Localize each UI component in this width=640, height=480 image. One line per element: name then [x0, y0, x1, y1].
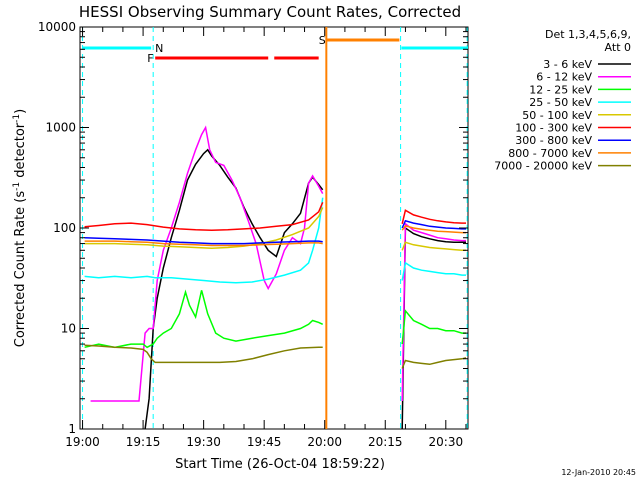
- series-line-7000-20000kev-a: [84, 344, 323, 364]
- x-tick-label: 20:15: [368, 435, 403, 449]
- chart-title: HESSI Observing Summary Count Rates, Cor…: [79, 3, 461, 21]
- x-tick-label: 19:30: [186, 435, 221, 449]
- y-tick-label: 1: [68, 422, 76, 436]
- y-tick-label: 1000: [45, 121, 76, 135]
- series-line-300-800kev-b: [401, 219, 466, 230]
- y-axis-label-exp1: -1: [12, 182, 22, 191]
- y-axis-label-main: Corrected Count Rate (s: [13, 191, 28, 348]
- series-line-7000-20000kev-b: [401, 357, 467, 369]
- flag-label-f: F: [147, 52, 153, 65]
- x-tick-label: 19:00: [65, 435, 100, 449]
- series-line-3-6kev-b: [401, 226, 466, 430]
- y-axis: 1 10 100 1000 10000: [38, 20, 468, 436]
- legend-label: 800 - 7000 keV: [508, 147, 592, 160]
- y-tick-label: 100: [53, 221, 76, 235]
- legend-label: 300 - 800 keV: [515, 134, 592, 147]
- series-line-300-800kev-a: [84, 236, 323, 245]
- legend-label: 7000 - 20000 keV: [494, 160, 592, 173]
- x-tick-label: 20:30: [429, 435, 464, 449]
- legend-label: 50 - 100 keV: [522, 109, 592, 122]
- x-tick-label: 20:00: [307, 435, 342, 449]
- legend-label: 25 - 50 keV: [529, 96, 592, 109]
- legend-title-line2: Att 0: [605, 41, 631, 54]
- series-line-25-50kev-a: [84, 197, 324, 284]
- series-line-12-25kev-b: [401, 308, 466, 345]
- y-axis-label-exp2: -1: [12, 114, 22, 123]
- series-line-100-300kev-b: [401, 209, 466, 224]
- x-tick-label: 19:45: [247, 435, 282, 449]
- x-tick-label: 19:15: [126, 435, 161, 449]
- flag-label-s: S: [319, 34, 326, 47]
- series-group: [84, 125, 467, 430]
- series-line-800-7000kev-b: [401, 225, 466, 234]
- x-axis: 19:00 19:15 19:30 19:45 20:00 20:15 20:30: [65, 27, 467, 449]
- legend-label: 100 - 300 keV: [515, 122, 592, 135]
- timestamp: 12-Jan-2010 20:45: [561, 468, 636, 477]
- series-line-12-25kev-a: [84, 289, 324, 349]
- x-axis-label: Start Time (26-Oct-04 18:59:22): [175, 457, 385, 472]
- night-boundaries: [82, 27, 468, 429]
- y-axis-label-end: ): [13, 109, 28, 114]
- legend-label: 12 - 25 keV: [529, 83, 592, 96]
- series-line-3-6kev-a: [144, 148, 324, 430]
- legend-label: 3 - 6 keV: [543, 58, 592, 71]
- series-line-50-100kev-b: [401, 241, 466, 252]
- y-axis-label: Corrected Count Rate (s-1 detector-1): [12, 109, 28, 347]
- legend-label: 6 - 12 keV: [536, 71, 592, 84]
- series-line-25-50kev-b: [401, 261, 466, 281]
- flag-bars: NF S: [82, 34, 468, 65]
- series-line-50-100kev-a: [84, 207, 324, 249]
- y-axis-label-mid: detector: [13, 122, 28, 182]
- legend-title-line1: Det 1,3,4,5,6,9,: [545, 28, 631, 41]
- y-tick-label: 10000: [38, 20, 76, 34]
- series-line-100-300kev-a: [84, 202, 324, 231]
- flag-label-n: N: [155, 42, 163, 55]
- series-line-800-7000kev-a: [84, 240, 323, 247]
- y-tick-label: 10: [61, 322, 76, 336]
